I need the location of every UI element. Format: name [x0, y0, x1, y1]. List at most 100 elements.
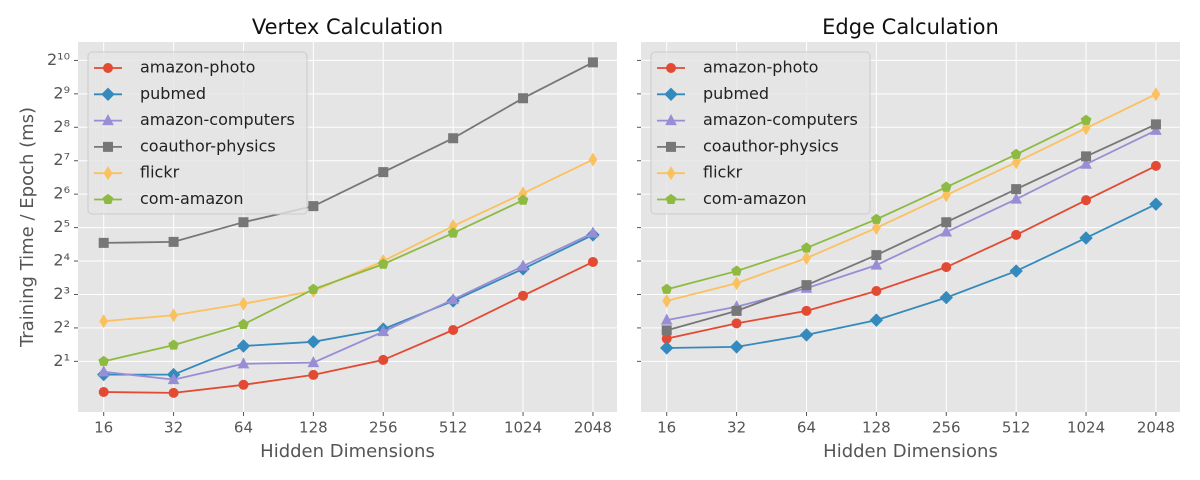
marker	[1011, 155, 1021, 170]
marker	[666, 141, 676, 152]
marker	[102, 114, 114, 126]
x-tick-label: 2048	[574, 419, 612, 437]
marker	[664, 87, 678, 102]
marker	[97, 365, 110, 377]
marker	[662, 293, 672, 308]
x-tick-label: 128	[299, 419, 328, 437]
marker	[306, 335, 321, 349]
legend-label: pubmed	[703, 84, 769, 103]
marker	[1009, 264, 1023, 278]
y-tick-label: 2²	[53, 317, 70, 336]
legend-label: coauthor-physics	[140, 136, 276, 155]
marker	[870, 258, 883, 270]
marker	[941, 217, 952, 228]
x-axis-label: Hidden Dimensions	[823, 441, 998, 462]
marker	[1079, 231, 1093, 245]
legend-label: pubmed	[140, 84, 206, 103]
marker	[378, 354, 389, 365]
marker	[1010, 192, 1022, 204]
legend-label: amazon-photo	[703, 58, 818, 77]
marker	[1150, 119, 1161, 130]
marker	[103, 141, 113, 152]
legend-label: flickr	[703, 163, 743, 182]
x-tick-label: 16	[657, 419, 676, 437]
y-tick-label: 2¹⁰	[47, 50, 70, 69]
marker	[239, 296, 248, 311]
marker	[517, 194, 529, 205]
marker	[941, 188, 951, 203]
marker	[1010, 148, 1022, 159]
marker	[1081, 195, 1092, 206]
marker	[447, 292, 459, 305]
marker	[1081, 121, 1091, 136]
marker	[308, 369, 319, 380]
legend-label: amazon-computers	[140, 110, 295, 129]
marker	[731, 318, 742, 329]
marker	[98, 237, 109, 248]
x-tick-label: 64	[797, 419, 816, 437]
marker	[238, 318, 249, 329]
marker	[588, 152, 598, 167]
marker	[1080, 157, 1092, 169]
x-axis-label: Hidden Dimensions	[260, 441, 435, 462]
marker	[940, 225, 953, 237]
marker	[869, 313, 884, 327]
legend-label: coauthor-physics	[703, 136, 839, 155]
legend-label: amazon-photo	[140, 58, 255, 77]
marker	[660, 313, 673, 325]
series-line	[666, 203, 1157, 349]
marker	[939, 290, 953, 305]
legend-box	[87, 51, 308, 215]
marker	[98, 355, 110, 366]
marker	[238, 217, 249, 228]
marker	[1080, 114, 1092, 125]
series-line	[666, 129, 1157, 322]
marker	[731, 265, 742, 276]
marker	[1150, 123, 1162, 135]
series-line	[666, 93, 1157, 302]
legend-label: flickr	[140, 163, 180, 182]
legend-label: com-amazon	[703, 189, 806, 208]
marker	[801, 242, 812, 253]
marker	[98, 386, 109, 397]
marker	[101, 87, 115, 102]
marker	[307, 356, 320, 368]
marker	[941, 262, 952, 273]
marker	[517, 259, 529, 271]
x-tick-label: 512	[439, 419, 468, 437]
marker	[731, 305, 742, 316]
x-tick-label: 64	[234, 419, 253, 437]
y-tick-label: 2³	[53, 284, 70, 303]
marker	[871, 213, 882, 224]
marker	[732, 276, 741, 291]
marker	[448, 325, 459, 336]
x-tick-label: 256	[369, 419, 398, 437]
legend-label: amazon-computers	[703, 110, 858, 129]
marker	[661, 325, 672, 336]
marker	[871, 220, 881, 235]
series-line	[103, 232, 594, 381]
marker	[871, 250, 882, 261]
x-tick-label: 32	[164, 419, 183, 437]
y-tick-label: 2⁶	[53, 184, 70, 203]
marker	[801, 305, 812, 316]
marker	[1149, 197, 1163, 211]
series-line	[103, 61, 594, 244]
x-tick-label: 128	[862, 419, 891, 437]
marker	[168, 387, 179, 398]
y-tick-label: 2⁵	[53, 217, 70, 236]
marker	[871, 285, 882, 296]
marker	[587, 226, 599, 238]
series-line	[666, 123, 1157, 332]
x-tick-label: 256	[932, 419, 961, 437]
marker	[729, 340, 744, 354]
legend-box	[650, 51, 871, 215]
y-tick-label: 2⁸	[53, 117, 70, 136]
series-line	[666, 165, 1157, 340]
marker	[1011, 184, 1022, 195]
marker	[168, 339, 179, 350]
legend-label: com-amazon	[140, 189, 243, 208]
x-tick-label: 1024	[504, 419, 542, 437]
x-tick-label: 1024	[1067, 419, 1105, 437]
